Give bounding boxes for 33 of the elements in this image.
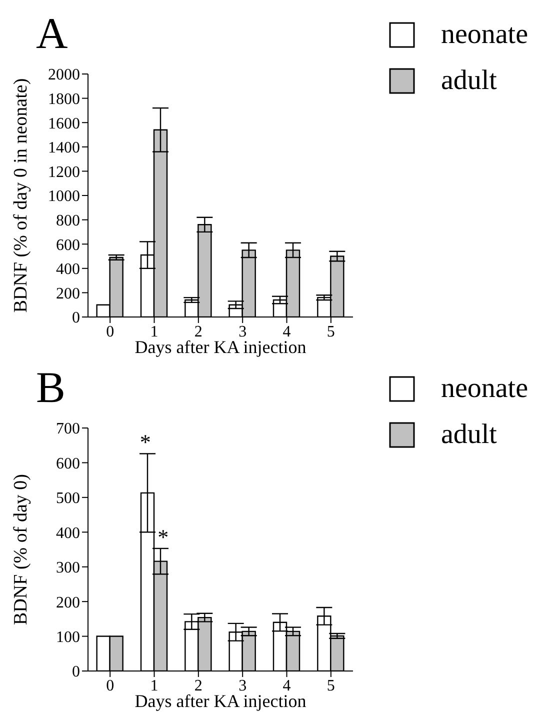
x-tick-label: 0 <box>106 323 114 340</box>
y-axis-title: BDNF (% of day 0 in neonate) <box>10 78 32 313</box>
legend-label: neonate <box>440 19 528 51</box>
y-tick-label: 800 <box>56 212 80 230</box>
y-tick-label: 0 <box>72 310 80 327</box>
y-tick-label: 1000 <box>48 188 80 206</box>
y-tick-label: 100 <box>56 628 80 646</box>
y-tick-label: 400 <box>56 524 80 542</box>
annotation: * <box>140 430 151 455</box>
y-tick-label: 600 <box>56 455 80 472</box>
x-tick-label: 5 <box>326 677 335 694</box>
y-tick-label: 1400 <box>48 140 80 157</box>
annotation: * <box>158 524 169 550</box>
legend-label: adult <box>440 419 497 451</box>
legend-label: adult <box>440 65 497 97</box>
y-tick-label: 1600 <box>48 115 80 132</box>
y-tick-label: 200 <box>56 594 80 612</box>
y-tick-label: 400 <box>56 261 80 278</box>
chart-title: B <box>36 362 66 413</box>
y-tick-label: 2000 <box>48 66 80 84</box>
y-tick-label: 700 <box>56 420 80 438</box>
x-tick-label: 0 <box>106 677 114 694</box>
y-tick-label: 500 <box>56 490 80 508</box>
y-axis-title: BDNF (% of day 0) <box>10 474 32 625</box>
y-tick-label: 0 <box>72 664 80 681</box>
legend-label: neonate <box>440 373 528 405</box>
y-tick-label: 600 <box>56 236 80 254</box>
y-tick-label: 200 <box>56 285 80 302</box>
x-tick-label: 5 <box>326 323 335 340</box>
y-tick-label: 1800 <box>48 90 80 108</box>
y-tick-label: 1200 <box>48 164 80 181</box>
y-tick-label: 300 <box>56 560 80 577</box>
chart-title: A <box>36 8 68 59</box>
